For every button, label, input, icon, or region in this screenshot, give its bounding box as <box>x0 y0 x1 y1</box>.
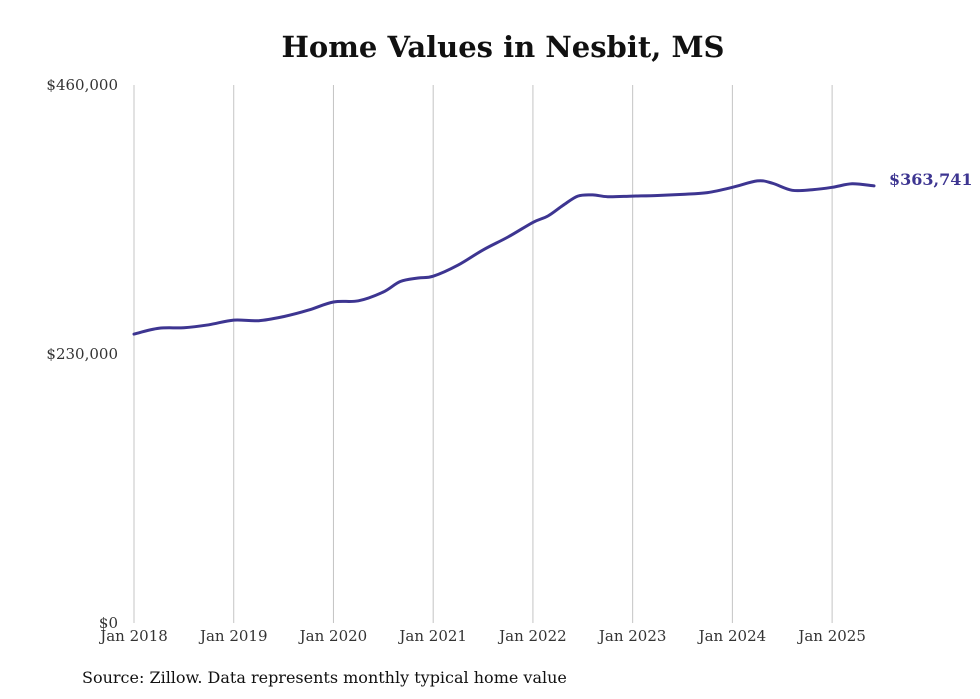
x-tick-label: Jan 2025 <box>796 627 866 645</box>
x-tick-label: Jan 2019 <box>198 627 268 645</box>
x-tick-label: Jan 2021 <box>397 627 467 645</box>
chart-title: Home Values in Nesbit, MS <box>281 30 725 64</box>
x-tick-label: Jan 2018 <box>98 627 168 645</box>
grid <box>133 85 833 623</box>
y-tick-label: $0 <box>99 614 118 632</box>
x-axis: Jan 2018 Jan 2019 Jan 2020 Jan 2021 Jan 2022… <box>98 627 866 645</box>
end-value-label: $363,741 <box>889 170 973 189</box>
chart-source: Source: Zillow. Data represents monthly … <box>82 668 567 687</box>
y-tick-label: $230,000 <box>46 345 118 363</box>
y-tick-label: $460,000 <box>46 76 118 94</box>
x-tick-label: Jan 2020 <box>298 627 368 645</box>
series-line <box>132 179 876 336</box>
y-axis: $0 $230,000 $460,000 <box>46 76 118 632</box>
x-tick-label: Jan 2022 <box>497 627 567 645</box>
x-tick-label: Jan 2024 <box>697 627 767 645</box>
x-tick-label: Jan 2023 <box>597 627 667 645</box>
series <box>132 179 876 336</box>
data-labels: $363,741 <box>889 170 973 189</box>
